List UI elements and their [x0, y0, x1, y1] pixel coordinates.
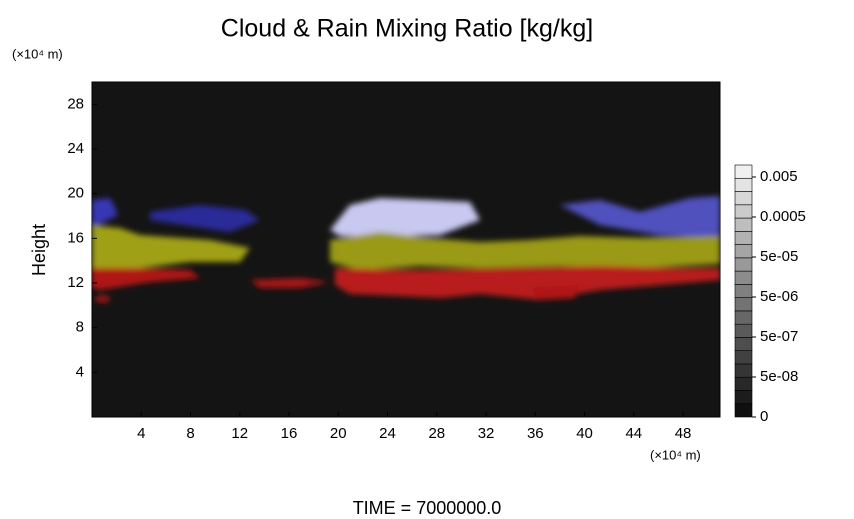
time-label: TIME = 7000000.0: [353, 498, 502, 518]
colorbar-band: [734, 177, 753, 192]
x-tick-label: 48: [675, 425, 692, 442]
y-tick-label: 4: [76, 363, 84, 380]
x-tick-label: 36: [527, 425, 544, 442]
colorbar-band: [734, 257, 753, 272]
colorbar-band: [734, 191, 753, 206]
colorbar-band: [734, 323, 753, 338]
x-tick-label: 20: [330, 425, 347, 442]
x-tick-label: 44: [625, 425, 642, 442]
colorbar-tick-label: 5e-07: [760, 328, 798, 345]
colorbar-band: [734, 390, 753, 405]
x-tick-label: 12: [231, 425, 248, 442]
field: [92, 196, 720, 302]
x-tick-label: 8: [186, 425, 194, 442]
colorbar-band: [734, 270, 753, 285]
colorbar-band: [734, 363, 753, 378]
x-tick-label: 4: [137, 425, 145, 442]
colorbar-band: [734, 403, 753, 418]
colorbar-band: [734, 376, 753, 391]
colorbar-tick-label: 0.0005: [760, 208, 806, 225]
colorbar-band: [734, 244, 753, 259]
y-tick-label: 16: [67, 229, 84, 246]
x-tick-label: 16: [281, 425, 298, 442]
colorbar-tick-label: 5e-06: [760, 288, 798, 305]
colorbar-band: [734, 337, 753, 351]
chart-title: Cloud & Rain Mixing Ratio [kg/kg]: [221, 15, 593, 43]
colorbar-band: [734, 297, 753, 312]
colorbar-band: [734, 204, 753, 219]
y-tick-label: 20: [67, 185, 84, 202]
y-tick-label: 12: [67, 274, 84, 291]
colorbar-band: [734, 217, 753, 232]
colorbar-tick-label: 5e-08: [760, 368, 798, 385]
colorbar-tick-label: 0: [760, 408, 768, 425]
y-unit: (×10⁴ m): [12, 46, 63, 61]
colorbar-band: [734, 284, 753, 298]
colorbar-tick-label: 5e-05: [760, 248, 798, 265]
colorbar: 0.005 0.0005 5e-05 5e-06 5e-07 5e-08 0: [734, 164, 806, 425]
colorbar-band: [734, 310, 753, 325]
x-tick-label: 40: [576, 425, 593, 442]
y-axis-label: Height: [29, 224, 49, 276]
colorbar-band: [734, 231, 753, 245]
x-tick-label: 28: [428, 425, 445, 442]
y-tick-label: 8: [76, 319, 84, 336]
colorbar-tick-label: 0.005: [760, 168, 798, 185]
y-tick-label: 24: [67, 140, 84, 157]
colorbar-band: [734, 164, 753, 179]
x-tick-label: 32: [478, 425, 495, 442]
x-unit: (×10⁴ m): [650, 447, 701, 462]
colorbar-band: [734, 350, 753, 365]
y-tick-label: 28: [67, 95, 84, 112]
x-tick-label: 24: [379, 425, 396, 442]
